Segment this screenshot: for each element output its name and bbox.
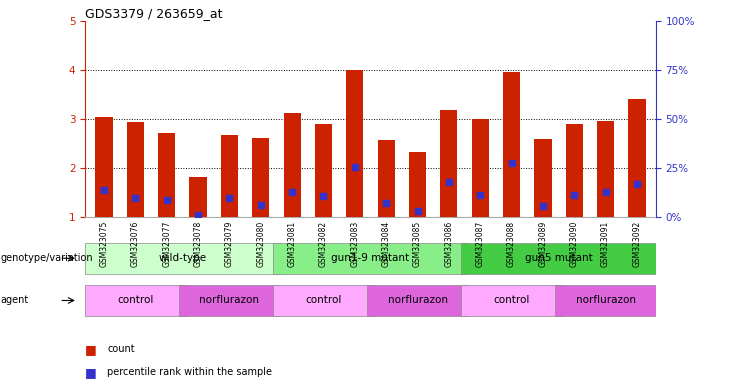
Text: GSM323075: GSM323075 xyxy=(99,221,108,267)
Bar xyxy=(503,71,520,217)
Text: GDS3379 / 263659_at: GDS3379 / 263659_at xyxy=(85,7,223,20)
Text: agent: agent xyxy=(1,295,29,306)
Bar xyxy=(628,99,645,217)
Text: GSM323079: GSM323079 xyxy=(225,221,234,267)
Text: GSM323083: GSM323083 xyxy=(350,221,359,267)
Text: gun1-9 mutant: gun1-9 mutant xyxy=(331,253,410,263)
Bar xyxy=(127,122,144,217)
Bar xyxy=(85,243,279,274)
Text: genotype/variation: genotype/variation xyxy=(1,253,93,263)
Text: GSM323086: GSM323086 xyxy=(445,221,453,267)
Text: GSM323080: GSM323080 xyxy=(256,221,265,267)
Bar xyxy=(85,285,185,316)
Bar xyxy=(534,139,551,217)
Bar xyxy=(315,124,332,217)
Text: GSM323087: GSM323087 xyxy=(476,221,485,267)
Bar xyxy=(556,285,656,316)
Bar xyxy=(273,285,373,316)
Text: wild-type: wild-type xyxy=(159,253,207,263)
Bar xyxy=(597,121,614,217)
Text: GSM323084: GSM323084 xyxy=(382,221,391,267)
Bar xyxy=(368,285,468,316)
Text: count: count xyxy=(107,344,135,354)
Bar xyxy=(346,70,363,217)
Text: GSM323092: GSM323092 xyxy=(633,221,642,267)
Text: control: control xyxy=(494,295,530,306)
Text: ■: ■ xyxy=(85,343,97,356)
Text: norflurazon: norflurazon xyxy=(199,295,259,306)
Text: GSM323089: GSM323089 xyxy=(539,221,548,267)
Text: norflurazon: norflurazon xyxy=(388,295,448,306)
Bar xyxy=(190,177,207,217)
Bar xyxy=(158,133,176,217)
Text: GSM323081: GSM323081 xyxy=(288,221,296,267)
Bar xyxy=(462,285,562,316)
Text: control: control xyxy=(117,295,153,306)
Bar xyxy=(179,285,279,316)
Text: GSM323091: GSM323091 xyxy=(601,221,610,267)
Text: gun5 mutant: gun5 mutant xyxy=(525,253,593,263)
Text: GSM323088: GSM323088 xyxy=(507,221,516,267)
Bar xyxy=(221,135,238,217)
Bar xyxy=(96,117,113,217)
Text: GSM323077: GSM323077 xyxy=(162,221,171,267)
Bar xyxy=(409,152,426,217)
Bar xyxy=(462,243,656,274)
Text: GSM323076: GSM323076 xyxy=(131,221,140,267)
Bar xyxy=(252,137,270,217)
Text: percentile rank within the sample: percentile rank within the sample xyxy=(107,367,273,377)
Bar xyxy=(440,110,457,217)
Text: norflurazon: norflurazon xyxy=(576,295,636,306)
Text: ■: ■ xyxy=(85,366,97,379)
Text: GSM323085: GSM323085 xyxy=(413,221,422,267)
Text: control: control xyxy=(305,295,342,306)
Bar xyxy=(471,119,489,217)
Bar xyxy=(273,243,468,274)
Text: GSM323082: GSM323082 xyxy=(319,221,328,267)
Bar xyxy=(565,124,583,217)
Text: GSM323078: GSM323078 xyxy=(193,221,202,267)
Text: GSM323090: GSM323090 xyxy=(570,221,579,267)
Bar xyxy=(284,113,301,217)
Bar xyxy=(378,140,395,217)
